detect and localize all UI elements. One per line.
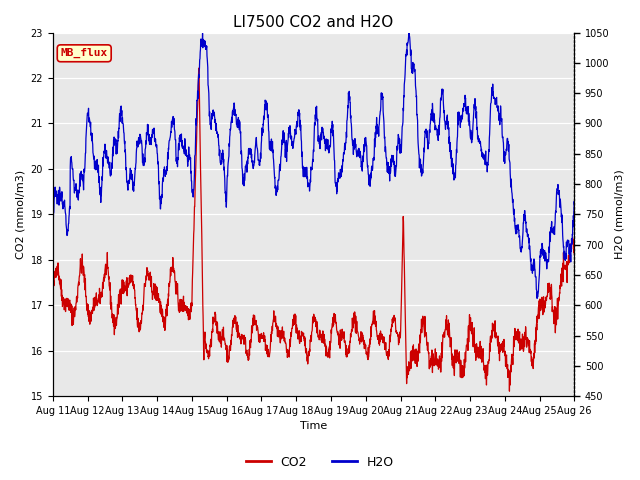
Y-axis label: H2O (mmol/m3): H2O (mmol/m3) — [615, 169, 625, 259]
Y-axis label: CO2 (mmol/m3): CO2 (mmol/m3) — [15, 170, 25, 259]
Legend: CO2, H2O: CO2, H2O — [241, 451, 399, 474]
Title: LI7500 CO2 and H2O: LI7500 CO2 and H2O — [234, 15, 394, 30]
Text: MB_flux: MB_flux — [61, 48, 108, 59]
X-axis label: Time: Time — [300, 421, 327, 432]
